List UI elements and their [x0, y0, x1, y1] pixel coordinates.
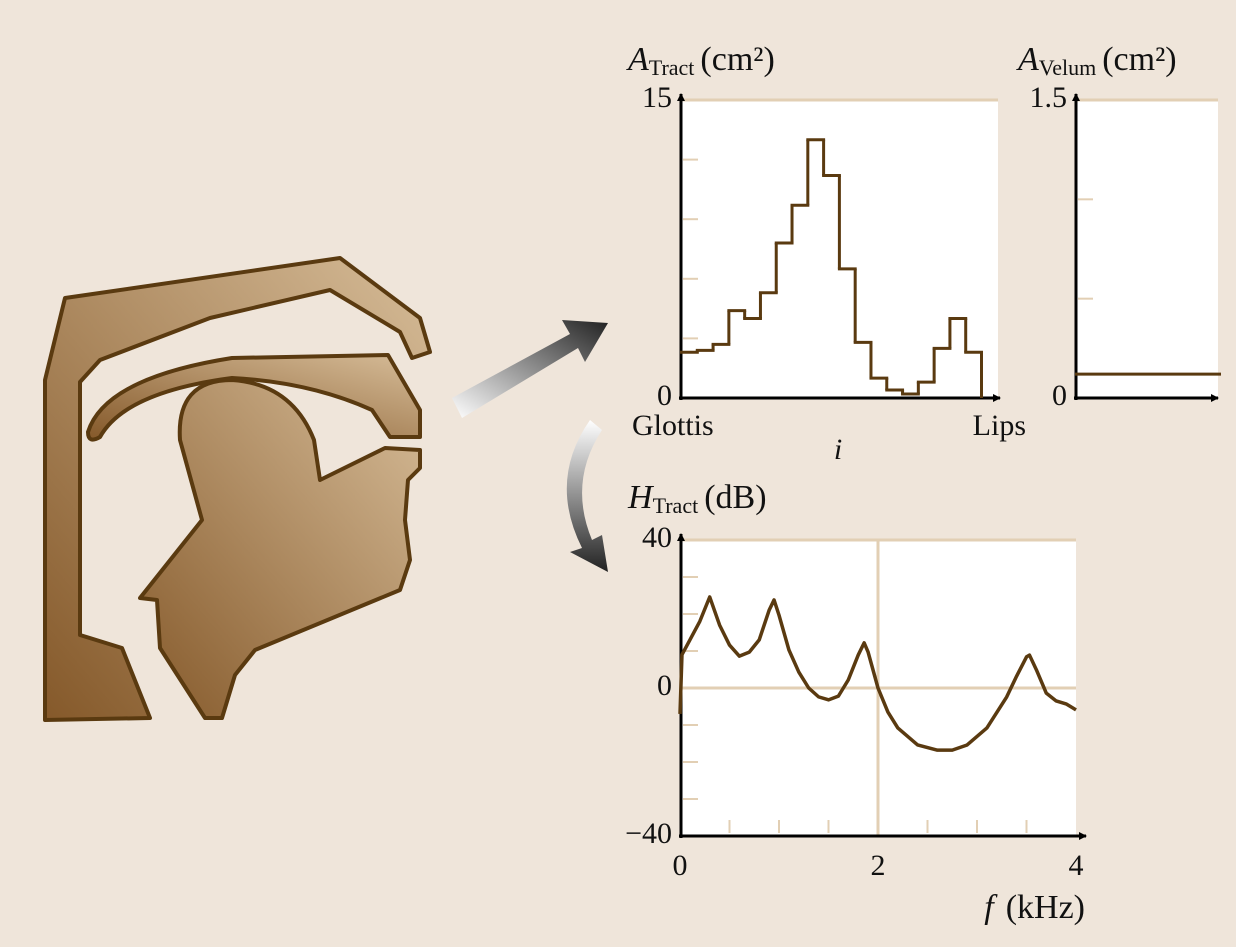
- title-symbol: A: [626, 41, 649, 78]
- title-unit: (cm²): [700, 41, 774, 78]
- x-title-unit: (kHz): [1006, 889, 1085, 926]
- arrow-to-area: [452, 320, 608, 418]
- x-tick-label: 4: [1069, 849, 1084, 882]
- y-tick-label: 0: [657, 379, 672, 412]
- y-tick-label: 0: [1052, 379, 1067, 412]
- palate: [86, 353, 422, 442]
- plot-area: [1075, 100, 1218, 398]
- y-tick-label: 40: [642, 521, 672, 554]
- title-subscript: Velum: [1039, 55, 1096, 80]
- x-end-label: Lips: [973, 409, 1026, 442]
- title-subscript: Tract: [649, 55, 695, 80]
- title-symbol: A: [1016, 41, 1039, 78]
- x-axis-title: i: [834, 433, 842, 466]
- arrow-to-transfer: [566, 420, 608, 572]
- vocal-tract: [43, 256, 432, 722]
- x-title-symbol: f: [984, 889, 998, 926]
- transfer-curve: [678, 595, 1077, 752]
- x-tick-label: 0: [673, 849, 688, 882]
- tongue-jaw: [138, 378, 422, 720]
- y-axis-title: ATract (cm²): [626, 41, 775, 80]
- x-start-label: Glottis: [632, 409, 714, 442]
- pharynx-wall: [43, 256, 432, 722]
- y-axis-title: AVelum (cm²): [1016, 41, 1177, 80]
- y-tick-label: 15: [642, 81, 672, 114]
- x-axis-title: f (kHz): [984, 889, 1085, 926]
- y-tick-label: −40: [625, 817, 672, 850]
- y-tick-label: 0: [657, 669, 672, 702]
- title-unit: (dB): [704, 479, 766, 516]
- y-tick-label: 1.5: [1030, 81, 1068, 114]
- title-subscript: Tract: [653, 493, 699, 518]
- title-unit: (cm²): [1102, 41, 1176, 78]
- y-axis-title: HTract (dB): [627, 479, 767, 518]
- x-tick-label: 2: [871, 849, 886, 882]
- title-symbol: H: [627, 479, 655, 516]
